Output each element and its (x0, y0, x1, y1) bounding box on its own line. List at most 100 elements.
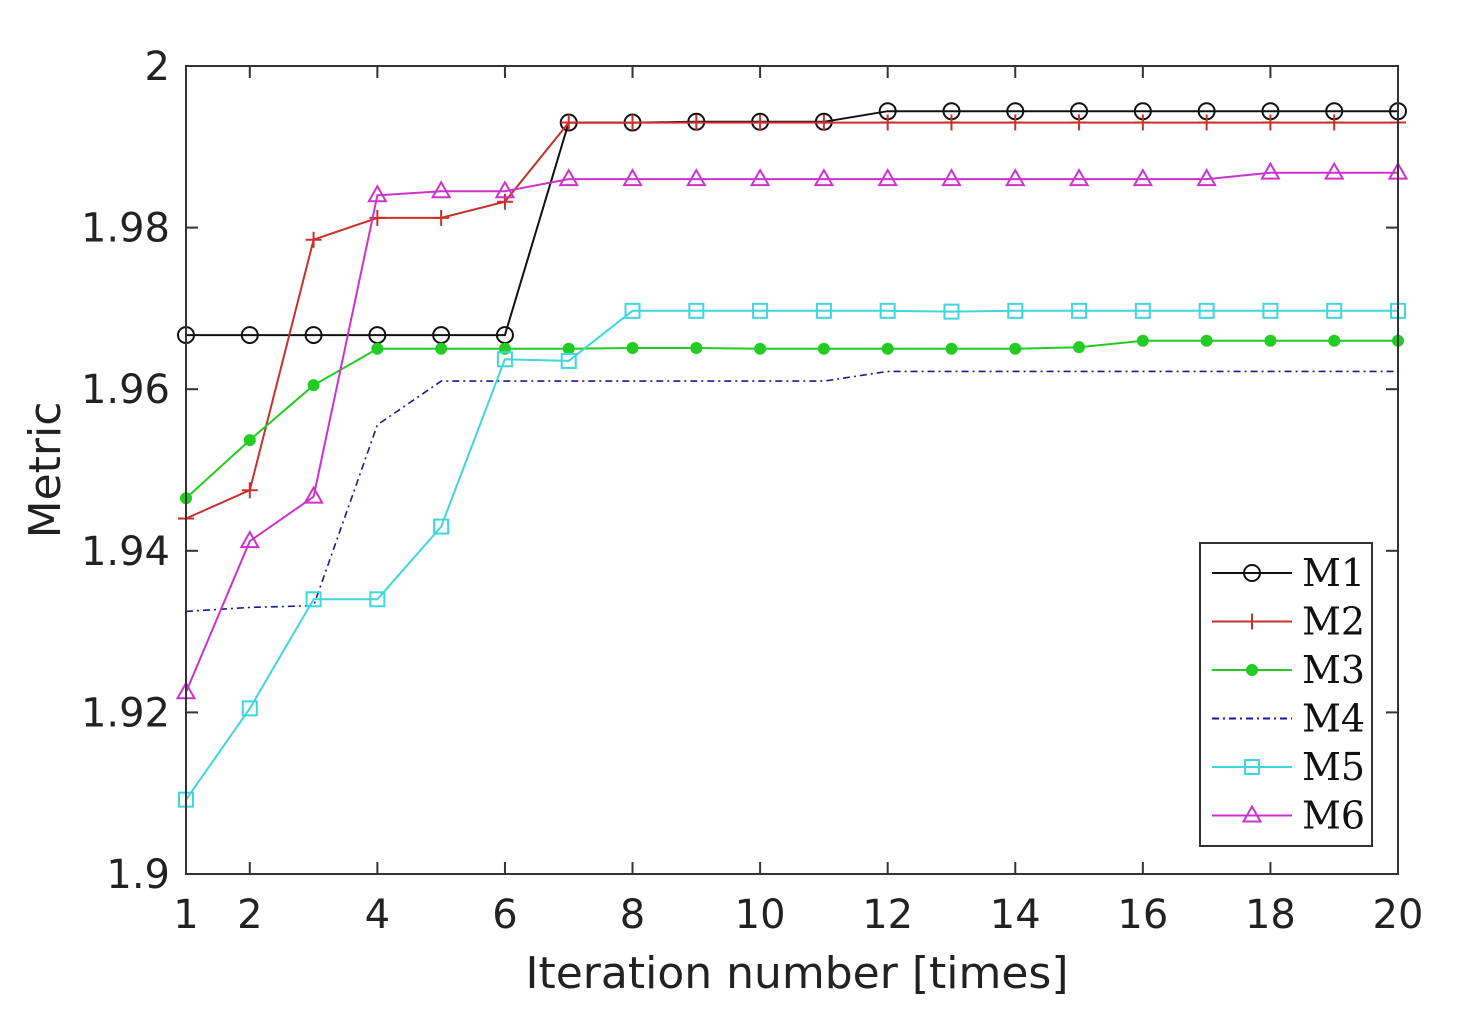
data-point-m6 (941, 168, 962, 187)
data-point-m5 (369, 591, 386, 608)
x-tick-label: 1 (173, 892, 198, 938)
x-tick-label: 2 (237, 892, 262, 938)
data-point-m3 (371, 342, 384, 355)
data-point-m3 (1328, 334, 1341, 347)
data-point-m2 (624, 114, 641, 131)
data-point-m5 (624, 302, 641, 319)
data-point-m3 (754, 342, 767, 355)
data-point-m5 (688, 302, 705, 319)
x-tick-label: 4 (365, 892, 390, 938)
data-point-m5 (1134, 302, 1151, 319)
data-point-m6 (877, 168, 898, 187)
data-point-m1 (304, 326, 323, 345)
legend-marker-m6 (1241, 804, 1263, 823)
data-point-m2 (241, 482, 258, 499)
data-point-m6 (303, 485, 324, 504)
data-point-m2 (305, 231, 322, 248)
y-tick-label: 1.96 (81, 367, 170, 413)
data-point-m6 (622, 168, 643, 187)
x-tick-label: 20 (1373, 892, 1424, 938)
x-tick-label: 10 (735, 892, 786, 938)
x-tick-label: 16 (1117, 892, 1168, 938)
y-axis-title: Metric (20, 402, 71, 539)
series-line-m3 (185, 339, 1398, 500)
data-point-m3 (626, 341, 639, 354)
data-point-m3 (1264, 334, 1277, 347)
data-point-m6 (367, 184, 388, 203)
data-point-m2 (1326, 114, 1343, 131)
data-point-m6 (1005, 168, 1026, 187)
data-point-m1 (240, 326, 259, 345)
data-point-m6 (1132, 168, 1154, 187)
data-point-m2 (1198, 114, 1215, 131)
data-point-m6 (239, 530, 261, 549)
data-point-m6 (1260, 161, 1281, 180)
legend-marker-m3 (1246, 664, 1258, 676)
data-point-m5 (305, 591, 322, 608)
ticks-layer: 1 2 4 6 8 10 12 14 16 18 201.91.921.941.961.982 (81, 44, 1424, 938)
data-point-m5 (1007, 302, 1024, 319)
series-m5 (178, 302, 1406, 808)
y-tick-label: 1.92 (81, 690, 170, 736)
data-point-m3 (1136, 334, 1149, 347)
legend-box (1199, 542, 1373, 847)
plot-frame (185, 65, 1399, 875)
y-tick-label: 1.98 (81, 206, 170, 252)
x-tick-label: 18 (1245, 892, 1296, 938)
legend-label-m6: M6 (1302, 794, 1365, 838)
data-point-m6 (494, 180, 516, 199)
data-point-m6 (1196, 168, 1217, 187)
x-axis-title: Iteration number [times] (526, 948, 1069, 999)
data-point-m2 (1007, 114, 1024, 131)
y-tick-label: 2 (145, 44, 170, 90)
series-line-m6 (185, 171, 1398, 693)
data-point-m6 (1323, 161, 1345, 180)
legend-marker-m5 (1244, 759, 1260, 775)
data-point-m6 (1068, 168, 1090, 187)
data-point-m3 (945, 342, 958, 355)
data-point-m3 (1073, 341, 1086, 354)
data-point-m5 (1326, 302, 1343, 319)
data-point-m5 (1198, 302, 1215, 319)
x-tick-label: 12 (862, 892, 913, 938)
data-point-m2 (815, 114, 832, 131)
legend-label-m4: M4 (1302, 697, 1365, 741)
data-point-m5 (433, 518, 450, 535)
data-point-m6 (430, 180, 452, 199)
series-m2 (178, 114, 1406, 527)
data-point-m5 (1262, 302, 1279, 319)
data-point-m2 (1071, 114, 1088, 131)
legend-label-m1: M1 (1302, 551, 1365, 595)
data-point-m3 (243, 434, 256, 447)
y-tick-label: 1.9 (106, 852, 170, 898)
legend-label-m3: M3 (1302, 648, 1365, 692)
data-point-m3 (1009, 342, 1022, 355)
series-line-m5 (185, 309, 1398, 801)
data-point-m2 (879, 114, 896, 131)
legend-label-m5: M5 (1302, 745, 1365, 789)
series-line-m2 (185, 121, 1398, 520)
data-point-m2 (1262, 114, 1279, 131)
data-point-m5 (752, 302, 769, 319)
data-point-m2 (560, 114, 577, 131)
data-point-m6 (686, 168, 707, 187)
x-tick-label: 14 (990, 892, 1041, 938)
data-point-m5 (879, 302, 896, 319)
data-point-m5 (1071, 302, 1088, 319)
data-point-m3 (690, 341, 703, 354)
data-point-m3 (562, 342, 575, 355)
data-point-m5 (943, 303, 960, 320)
data-point-m2 (433, 209, 450, 226)
data-point-m5 (241, 700, 258, 717)
legend-label-m2: M2 (1302, 600, 1365, 644)
y-tick-label: 1.94 (81, 529, 170, 575)
data-point-m2 (752, 114, 769, 131)
data-point-m6 (813, 168, 835, 187)
data-point-m5 (815, 302, 832, 319)
data-point-m3 (817, 342, 830, 355)
legend-marker-m1 (1243, 564, 1261, 582)
x-tick-label: 6 (492, 892, 517, 938)
data-point-m6 (749, 168, 771, 187)
series-line-m1 (186, 110, 1398, 337)
